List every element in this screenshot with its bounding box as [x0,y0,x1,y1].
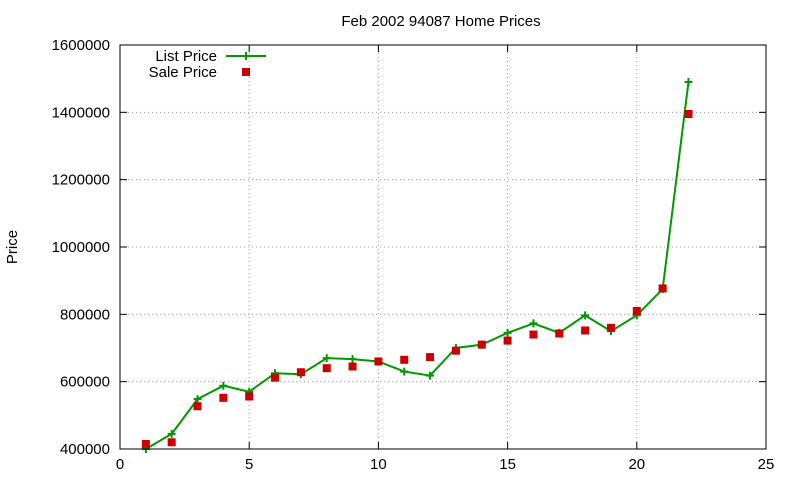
x-tick-label: 25 [758,456,775,473]
sale-price-point [219,393,228,402]
y-tick-label: 1600000 [52,37,110,54]
sale-price-point [167,438,176,447]
y-axis-label: Price [4,230,21,264]
sale-price-point [529,330,538,339]
sale-price-point [684,110,693,119]
sale-price-point [503,336,512,345]
sale-price-point [555,329,564,338]
sale-price-point [296,368,305,377]
list-price-point [193,395,202,404]
sale-price-point [658,284,667,293]
sale-price-point [477,340,486,349]
list-price-point [400,367,409,376]
x-tick-label: 10 [370,456,387,473]
legend-label-sale-price: Sale Price [149,64,217,81]
sale-price-point [271,373,280,382]
y-tick-label: 400000 [60,441,110,458]
list-price-point [684,78,693,87]
y-tick-label: 600000 [60,374,110,391]
list-price-point [581,311,590,320]
legend-marker-list-price [242,52,250,60]
list-price-line [145,81,690,450]
y-tick-label: 1400000 [52,104,110,121]
x-tick-label: 15 [499,456,516,473]
legend: List Price Sale Price [149,48,266,81]
list-price-point [348,355,357,364]
x-tick-label: 5 [245,456,253,473]
x-tick-label: 0 [116,456,124,473]
y-tick-label: 1000000 [52,239,110,256]
plot-frame [119,44,767,450]
legend-label-list-price: List Price [155,48,217,65]
sale-price-point [141,439,150,448]
sale-price-point [400,355,409,364]
sale-price-point [451,346,460,355]
legend-marker-sale-price [242,68,250,76]
data-series [141,78,693,453]
y-tick-label: 800000 [60,306,110,323]
list-price-point [167,429,176,438]
x-tick-label: 20 [628,456,645,473]
sale-price-point [581,326,590,335]
sale-price-point [632,306,641,315]
list-price-point [219,381,228,390]
sale-price-point [193,402,202,411]
sale-price-point [606,323,615,332]
list-price-point [529,319,538,328]
list-price-point [426,371,435,380]
sale-price-point [426,353,435,362]
grid-lines [120,45,766,449]
list-price-point [503,328,512,337]
sale-price-point [348,362,357,371]
y-tick-label: 1200000 [52,172,110,189]
chart-title: Feb 2002 94087 Home Prices [341,13,540,30]
sale-price-point [322,364,331,373]
sale-price-point [374,357,383,366]
list-price-point [322,354,331,363]
sale-price-point [245,392,254,401]
axis-ticks: 0 5 10 15 20 25 400000 600000 800000 1000000 12000… [52,37,775,473]
